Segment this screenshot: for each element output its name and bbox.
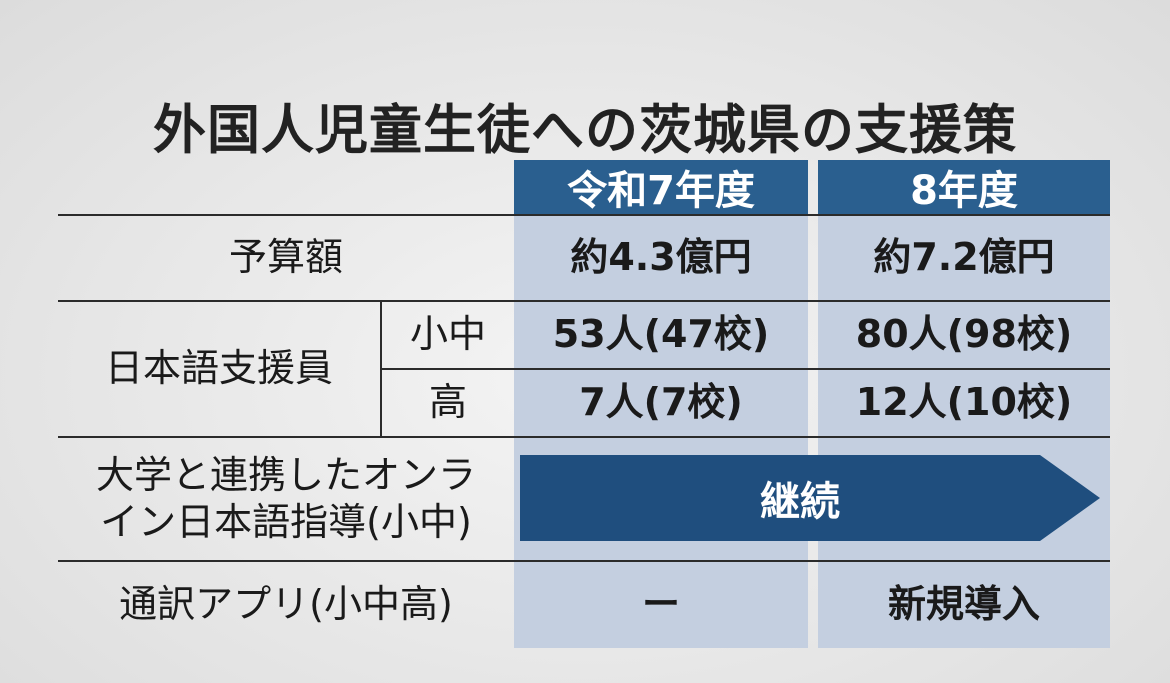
sub-label-elem-mid: 小中 (409, 312, 486, 357)
row-label-app: 通訳アプリ(小中高) (119, 582, 453, 627)
budget-r7: 約4.3億円 (570, 235, 752, 280)
rule-staff (58, 436, 1110, 438)
row-label-support-staff: 日本語支援員 (104, 346, 333, 391)
app-r7: ー (641, 582, 680, 627)
rule-budget (58, 300, 1110, 302)
staff-high-r8: 12人(10校) (855, 380, 1073, 425)
staff-high-r7: 7人(7校) (579, 380, 743, 425)
staff-elem-mid-r8: 80人(98校) (855, 312, 1073, 357)
page-title: 外国人児童生徒への茨城県の支援策 (153, 100, 1017, 161)
rule-vertical (380, 300, 382, 436)
column-shade-r8 (818, 160, 1110, 648)
sub-label-high: 高 (428, 380, 467, 425)
column-shade-r7 (514, 160, 808, 648)
rule-header (58, 214, 1110, 216)
arrow-text: 継続 (760, 479, 840, 525)
rule-online (58, 560, 1110, 562)
column-header-r8: 8年度 (818, 160, 1110, 214)
app-r8: 新規導入 (887, 582, 1040, 627)
row-label-online-line2: イン日本語指導(小中) (100, 500, 472, 544)
row-label-budget: 予算額 (228, 235, 343, 280)
staff-elem-mid-r7: 53人(47校) (552, 312, 770, 357)
continuation-arrow (520, 455, 1100, 541)
row-label-online-line1: 大学と連携したオンラ (95, 452, 476, 497)
budget-r8: 約7.2億円 (873, 235, 1055, 280)
rule-sub (380, 368, 1110, 370)
row-label-online: 大学と連携したオンラ イン日本語指導(小中) (58, 438, 514, 560)
column-header-r7: 令和7年度 (514, 160, 808, 214)
